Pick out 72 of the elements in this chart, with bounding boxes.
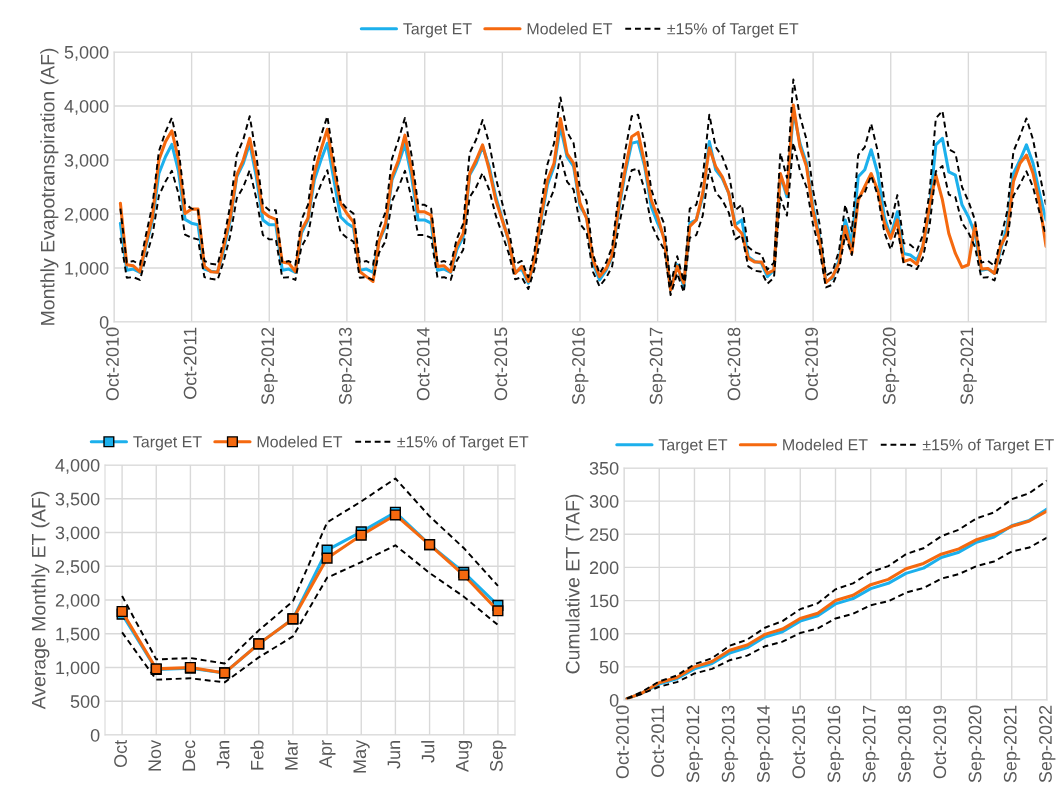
- y-tick-label: 1,500: [56, 627, 100, 643]
- x-tick-label: Sep-2021: [1003, 705, 1021, 783]
- y-tick-label: 3,500: [55, 492, 100, 508]
- y-tick-label: 150: [590, 594, 619, 608]
- x-tick-label: Oct-2019: [805, 327, 818, 401]
- y-tick-label: 3,000: [64, 153, 109, 169]
- y-tick-label: 2,000: [55, 593, 100, 609]
- x-tick-label: May: [353, 739, 370, 773]
- x-tick-label: Oct-2019: [933, 705, 947, 779]
- x-tick-label: Mar: [285, 740, 298, 770]
- x-tick-label: Oct-2010: [106, 327, 119, 401]
- legend-label: Modeled ET: [257, 435, 343, 448]
- y-tick-label: 4,000: [64, 99, 109, 115]
- x-tick-label: Oct-2014: [416, 327, 430, 401]
- x-tick-label: Jan: [216, 741, 230, 769]
- y-axis-title: Cumulative ET (TAF): [565, 494, 584, 674]
- y-tick-label: 500: [70, 695, 100, 708]
- x-tick-label: Sep: [489, 740, 507, 772]
- x-tick-label: Sep-2012: [261, 327, 278, 405]
- legend-label: ±15% of Target ET: [667, 22, 799, 38]
- x-tick-label: Oct-2015: [494, 327, 508, 401]
- x-tick-label: Oct: [114, 739, 127, 768]
- x-tick-label: Feb: [250, 740, 264, 770]
- x-tick-label: Oct-2011: [651, 705, 665, 777]
- x-tick-label: Sep-2017: [649, 327, 667, 405]
- x-tick-label: Sep-2014: [757, 705, 774, 783]
- x-tick-label: Sep-2016: [827, 705, 844, 783]
- legend-label: ±15% of Target ET: [397, 435, 529, 451]
- x-tick-label: Sep-2013: [721, 705, 739, 783]
- y-tick-label: 3,000: [55, 526, 100, 542]
- y-tick-label: 50: [599, 660, 619, 674]
- y-tick-label: 100: [590, 627, 619, 641]
- y-tick-label: 1,000: [65, 261, 109, 277]
- x-tick-label: Oct-2018: [727, 327, 741, 401]
- x-tick-label: Jul: [421, 741, 435, 763]
- legend-label: Target ET: [403, 23, 472, 38]
- x-tick-label: Oct-2010: [616, 705, 629, 779]
- y-tick-label: 300: [589, 495, 619, 508]
- y-tick-label: 1,000: [56, 661, 100, 677]
- x-tick-label: Sep-2017: [862, 705, 880, 783]
- y-tick-label: 200: [589, 561, 619, 575]
- legend-label: ±15% of Target ET: [922, 438, 1054, 454]
- x-tick-label: Apr: [319, 740, 336, 768]
- y-tick-label: 4,000: [55, 458, 100, 474]
- x-tick-label: Sep-2016: [572, 327, 589, 405]
- y-tick-label: 2,500: [55, 560, 100, 576]
- x-tick-label: Sep-2022: [1039, 705, 1056, 783]
- y-tick-label: 0: [90, 728, 100, 742]
- x-tick-label: Sep-2021: [960, 327, 977, 405]
- x-tick-label: Sep-2013: [338, 327, 356, 405]
- x-tick-label: Sep-2020: [882, 327, 900, 405]
- x-tick-label: Nov: [148, 739, 162, 771]
- y-tick-label: 350: [589, 461, 619, 475]
- x-tick-label: Jun: [387, 741, 401, 769]
- y-axis-title: Monthly Evapotranspiration (AF): [40, 48, 59, 325]
- legend-label: Target ET: [658, 439, 728, 454]
- x-tick-label: Dec: [182, 740, 196, 771]
- legend-label: Modeled ET: [783, 438, 868, 451]
- y-axis-title: Average Monthly ET (AF): [31, 491, 50, 710]
- x-tick-label: Aug: [456, 741, 473, 772]
- x-tick-label: Sep-2018: [898, 705, 915, 783]
- legend-label: Target ET: [133, 436, 202, 451]
- y-tick-label: 0: [99, 315, 109, 329]
- x-tick-label: Sep-2012: [686, 705, 703, 783]
- y-tick-label: 2,000: [64, 207, 109, 223]
- x-tick-label: Oct-2015: [792, 705, 806, 779]
- y-tick-label: 5,000: [64, 45, 109, 61]
- y-tick-label: 250: [589, 528, 619, 542]
- legend-label: Modeled ET: [527, 22, 613, 35]
- x-tick-label: Oct-2011: [183, 327, 197, 399]
- x-tick-label: Sep-2020: [968, 705, 985, 783]
- y-tick-label: 0: [609, 693, 619, 707]
